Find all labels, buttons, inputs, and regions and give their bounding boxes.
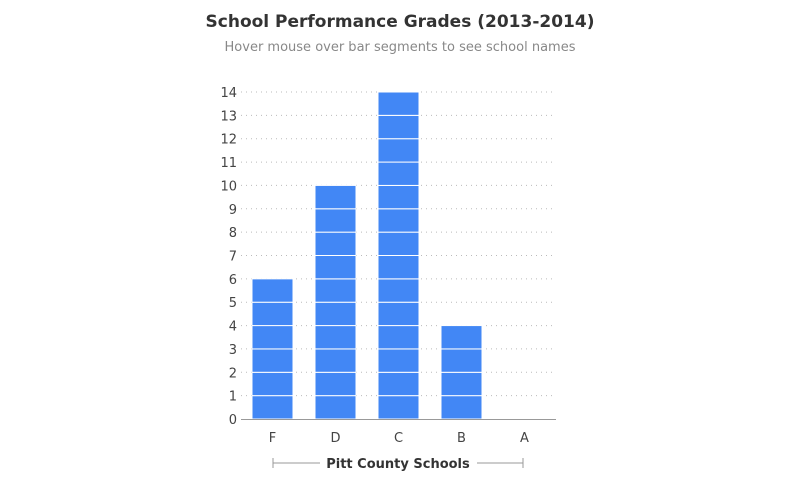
bar-segment-D[interactable] — [314, 255, 357, 280]
bar-segment-F[interactable] — [251, 348, 294, 373]
bar-segment-F[interactable] — [251, 325, 294, 350]
bar-segment-C[interactable] — [377, 114, 420, 140]
bar-segment-B[interactable] — [440, 348, 483, 373]
x-tick-label: B — [457, 431, 466, 446]
bar-segment-C[interactable] — [377, 278, 420, 303]
bar-segment-D[interactable] — [314, 325, 357, 350]
y-tick-label: 8 — [229, 226, 237, 241]
bar-segment-D[interactable] — [314, 208, 357, 233]
bar-segment-C[interactable] — [377, 161, 420, 186]
bar-segment-F[interactable] — [251, 301, 294, 327]
bar-segment-C[interactable] — [377, 325, 420, 350]
bar-segment-C[interactable] — [377, 255, 420, 280]
bar-segment-C[interactable] — [377, 301, 420, 327]
bar-segment-F[interactable] — [251, 395, 294, 420]
bar-segment-D[interactable] — [314, 184, 357, 210]
bar-segment-C[interactable] — [377, 208, 420, 233]
x-tick-label: D — [330, 431, 340, 446]
y-tick-label: 14 — [220, 86, 237, 101]
bar-segment-F[interactable] — [251, 278, 294, 303]
y-tick-label: 9 — [229, 203, 237, 218]
bar-segment-C[interactable] — [377, 371, 420, 397]
bar-segment-C[interactable] — [377, 138, 420, 163]
bar-segment-D[interactable] — [314, 231, 357, 256]
bar-segment-C[interactable] — [377, 91, 420, 116]
x-tick-label: A — [520, 431, 529, 446]
bar-segment-B[interactable] — [440, 395, 483, 420]
y-tick-label: 0 — [229, 413, 237, 428]
y-tick-label: 12 — [220, 133, 237, 148]
x-tick-label: C — [394, 431, 403, 446]
bar-segment-D[interactable] — [314, 301, 357, 327]
x-axis-label: Pitt County Schools — [326, 457, 470, 472]
y-tick-label: 11 — [220, 156, 237, 171]
chart-title: School Performance Grades (2013-2014) — [206, 12, 595, 32]
bar-segment-D[interactable] — [314, 395, 357, 420]
y-tick-label: 6 — [229, 273, 237, 288]
bar-segment-B[interactable] — [440, 371, 483, 397]
bar-segment-D[interactable] — [314, 371, 357, 397]
x-tick-label: F — [269, 431, 276, 446]
chart-subtitle: Hover mouse over bar segments to see sch… — [225, 40, 576, 55]
y-tick-label: 7 — [229, 250, 237, 265]
y-tick-label: 1 — [229, 390, 237, 405]
y-tick-label: 4 — [229, 320, 237, 335]
bar-segment-D[interactable] — [314, 348, 357, 373]
bar-segment-C[interactable] — [377, 184, 420, 210]
y-tick-label: 5 — [229, 296, 237, 311]
bar-segment-F[interactable] — [251, 371, 294, 397]
bar-segment-C[interactable] — [377, 348, 420, 373]
y-tick-label: 2 — [229, 366, 237, 381]
y-tick-label: 3 — [229, 343, 237, 358]
y-tick-label: 10 — [220, 179, 237, 194]
bar-segment-B[interactable] — [440, 325, 483, 350]
bar-segment-D[interactable] — [314, 278, 357, 303]
bar-segment-C[interactable] — [377, 231, 420, 256]
bar-segment-C[interactable] — [377, 395, 420, 420]
y-tick-label: 13 — [220, 109, 237, 124]
